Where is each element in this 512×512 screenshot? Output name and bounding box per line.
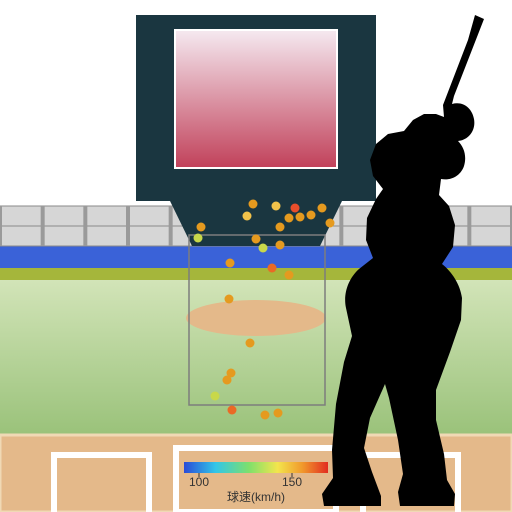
legend-tick-label: 100: [189, 475, 209, 489]
stands-gap: [467, 206, 471, 246]
pitch-marker: [268, 264, 277, 273]
stands-gap: [126, 206, 130, 246]
pitch-marker: [259, 244, 268, 253]
pitch-marker: [249, 200, 258, 209]
pitch-marker: [225, 295, 234, 304]
stands-gap: [339, 206, 343, 246]
legend-tick-label: 150: [282, 475, 302, 489]
pitch-marker: [228, 406, 237, 415]
pitch-marker: [285, 214, 294, 223]
pitch-marker: [194, 234, 203, 243]
legend-colorbar: [184, 462, 328, 473]
pitch-marker: [243, 212, 252, 221]
stands-gap: [169, 206, 173, 246]
pitch-marker: [285, 271, 294, 280]
pitch-marker: [197, 223, 206, 232]
pitch-marker: [246, 339, 255, 348]
pitch-marker: [274, 409, 283, 418]
stands-gap: [41, 206, 45, 246]
pitch-marker: [252, 235, 261, 244]
pitch-marker: [296, 213, 305, 222]
legend-title: 球速(km/h): [227, 490, 285, 504]
pitch-marker: [223, 376, 232, 385]
pitch-marker: [307, 211, 316, 220]
pitch-marker: [211, 392, 220, 401]
stands-gap: [0, 206, 2, 246]
pitch-marker: [276, 223, 285, 232]
scoreboard-screen: [175, 30, 337, 168]
pitch-marker: [291, 204, 300, 213]
pitch-marker: [326, 219, 335, 228]
pitch-marker: [226, 259, 235, 268]
pitch-marker: [272, 202, 281, 211]
pitchers-mound: [186, 300, 326, 336]
pitch-marker: [276, 241, 285, 250]
pitch-marker: [318, 204, 327, 213]
pitch-marker: [261, 411, 270, 420]
stands-gap: [83, 206, 87, 246]
